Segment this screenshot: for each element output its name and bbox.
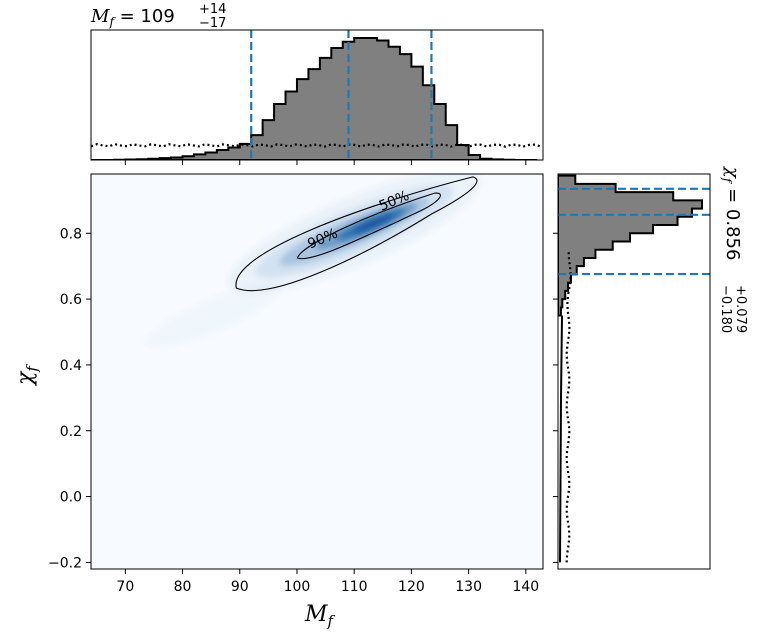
y-tick-label-0: −0.2	[48, 555, 82, 571]
top-title-minus: −17	[199, 16, 226, 31]
right-histogram-title: χf = 0.856 +0.079 −0.180	[718, 165, 748, 333]
top-histogram-ticks	[124, 160, 527, 165]
x-tick-label-120: 120	[398, 579, 425, 595]
y-axis-ticks: −0.2 0.0 0.2 0.4 0.6 0.8	[48, 226, 91, 571]
contour-90	[235, 176, 478, 292]
svg-text:χf = 0.856: χf = 0.856	[720, 165, 743, 260]
y-tick-label-3: 0.4	[60, 358, 82, 374]
y-axis-label: χf	[13, 364, 41, 387]
right-title-value: = 0.856	[722, 182, 743, 260]
top-histogram-title: Mf = 109	[90, 6, 175, 29]
top-histogram: Mf = 109 +14 −17	[90, 2, 544, 165]
y-axis-label-symbol: χ	[13, 370, 38, 387]
right-histogram-plot	[558, 174, 710, 563]
top-prior-line	[91, 143, 542, 148]
contour-50	[296, 192, 442, 260]
top-title-subscript: f	[108, 15, 116, 29]
right-title-symbol: χ	[722, 165, 743, 179]
y-tick-label-1: 0.0	[60, 490, 82, 506]
top-histogram-plot	[91, 30, 542, 160]
x-tick-label-90: 90	[231, 579, 249, 595]
y-tick-label-2: 0.2	[60, 424, 82, 440]
right-title-minus: −0.180	[718, 285, 733, 333]
main-density-panel: 90%50% 70 80 90 100 110 120 130 140 −0.2 0.0 0.2 0…	[13, 173, 544, 630]
x-axis-label: Mf	[304, 602, 336, 630]
y-axis-label-subscript: f	[23, 364, 41, 373]
top-histogram-frame	[90, 29, 544, 161]
x-axis-label-subscript: f	[327, 612, 336, 630]
top-title-value: = 109	[114, 6, 175, 27]
right-histogram-bars	[558, 174, 703, 317]
top-title-plus: +14	[199, 2, 226, 17]
main-panel-frame	[90, 173, 544, 570]
right-histogram: χf = 0.856 +0.079 −0.180	[553, 165, 748, 570]
right-title-plus: +0.079	[733, 285, 748, 333]
y-tick-label-5: 0.8	[60, 226, 82, 242]
x-axis-ticks: 70 80 90 100 110 120 130 140	[116, 569, 539, 595]
density-level-5	[354, 214, 393, 233]
x-tick-label-70: 70	[116, 579, 134, 595]
x-tick-label-100: 100	[284, 579, 311, 595]
right-histogram-ticks	[553, 232, 558, 563]
x-tick-label-140: 140	[512, 579, 539, 595]
x-tick-label-80: 80	[174, 579, 192, 595]
x-tick-label-130: 130	[455, 579, 482, 595]
right-histogram-frame	[557, 173, 711, 570]
right-prior-line	[565, 250, 572, 563]
top-histogram-bars	[91, 37, 538, 160]
contour-lines	[235, 176, 478, 292]
y-tick-label-4: 0.6	[60, 292, 82, 308]
top-title-symbol: M	[90, 6, 110, 27]
x-tick-label-110: 110	[341, 579, 368, 595]
right-histogram-tail	[559, 315, 563, 563]
x-axis-label-symbol: M	[304, 602, 328, 627]
density-heatmap	[227, 174, 482, 294]
right-title-subscript: f	[720, 177, 734, 185]
density-plot: 90%50%	[227, 174, 482, 294]
